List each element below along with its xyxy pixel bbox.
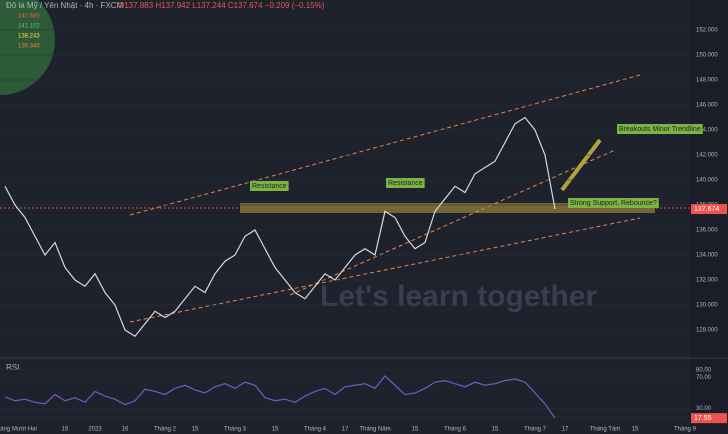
watermark: Let's learn together [320,280,598,313]
indicator-value: 140.689 [18,14,40,20]
price-scale [690,0,728,434]
x-tick-label: 16 [62,427,69,433]
price-line [4,116,556,338]
last-value-tag [691,204,727,215]
y-tick-label: 130.000 [696,303,718,309]
x-tick-label: 15 [492,427,499,433]
x-tick-label: Tháng Tám [590,427,621,433]
y-tick-label: 132.000 [696,278,718,284]
y-tick-label: 150.000 [696,53,718,59]
x-tick-label: Tháng 7 [524,427,547,433]
x-tick-label: 17 [562,427,569,433]
x-tick-label: 2023 [88,427,102,433]
annotation: Breakouts Minor Trendline [619,126,701,133]
y-tick-label: 142.000 [696,153,718,159]
annotation: Resistance [252,183,287,190]
y-tick-label: 140.000 [696,178,718,184]
y-tick-label: 146.000 [696,103,718,109]
annotation-box [617,124,703,134]
decor-circle [0,0,55,95]
indicator-value: 136.340 [18,44,40,50]
y-tick-label: 152.000 [696,28,718,34]
x-tick-label: Tháng 4 [304,427,327,433]
y-tick-label: 144.000 [696,128,718,134]
y-tick-label: 30.00 [696,406,712,412]
x-tick-label: Tháng Năm [359,427,390,433]
trendline [289,149,616,296]
trendline [129,217,641,323]
annotation: Strong Support, Rebounce? [570,200,657,207]
last-value-label: 137.674 [694,206,719,213]
x-tick-label: 15 [632,427,639,433]
x-tick-label: Tháng 6 [444,427,467,433]
y-tick-label: 148.000 [696,78,718,84]
arrow [560,138,602,192]
y-tick-label: 80.00 [696,367,712,373]
y-tick-label: 128.000 [696,328,718,334]
indicator-value: 138.243 [18,34,40,40]
x-tick-label: 15 [192,427,199,433]
annotation-box [250,181,289,191]
last-value-label: 17.55 [694,415,712,422]
y-tick-label: 134.000 [696,253,718,259]
x-tick-label: Tháng 9 [674,427,697,433]
ohlc: O137.883 H137.942 L137.244 C137.674 −0.2… [118,1,325,10]
x-tick-label: Tháng Mười Hai [0,427,37,433]
x-tick-label: Tháng 2 [154,427,177,433]
rsi-title: RSI [6,363,19,372]
annotation-box [386,178,425,188]
annotation: Resistance [388,180,423,187]
last-value-tag [691,413,727,424]
x-tick-label: 15 [272,427,279,433]
x-tick-label: 15 [412,427,419,433]
y-tick-label: 136.000 [696,228,718,234]
x-tick-label: 16 [122,427,129,433]
y-tick-label: 70.00 [696,375,712,381]
symbol-title: Đô la Mỹ / Yên Nhật · 4h · FXCM [6,1,124,10]
indicator-value: 141.102 [18,24,40,30]
x-tick-label: Tháng 3 [224,427,247,433]
annotation-box [568,198,659,208]
x-tick-label: 17 [342,427,349,433]
price-line [4,375,556,419]
support-zone [240,203,655,213]
